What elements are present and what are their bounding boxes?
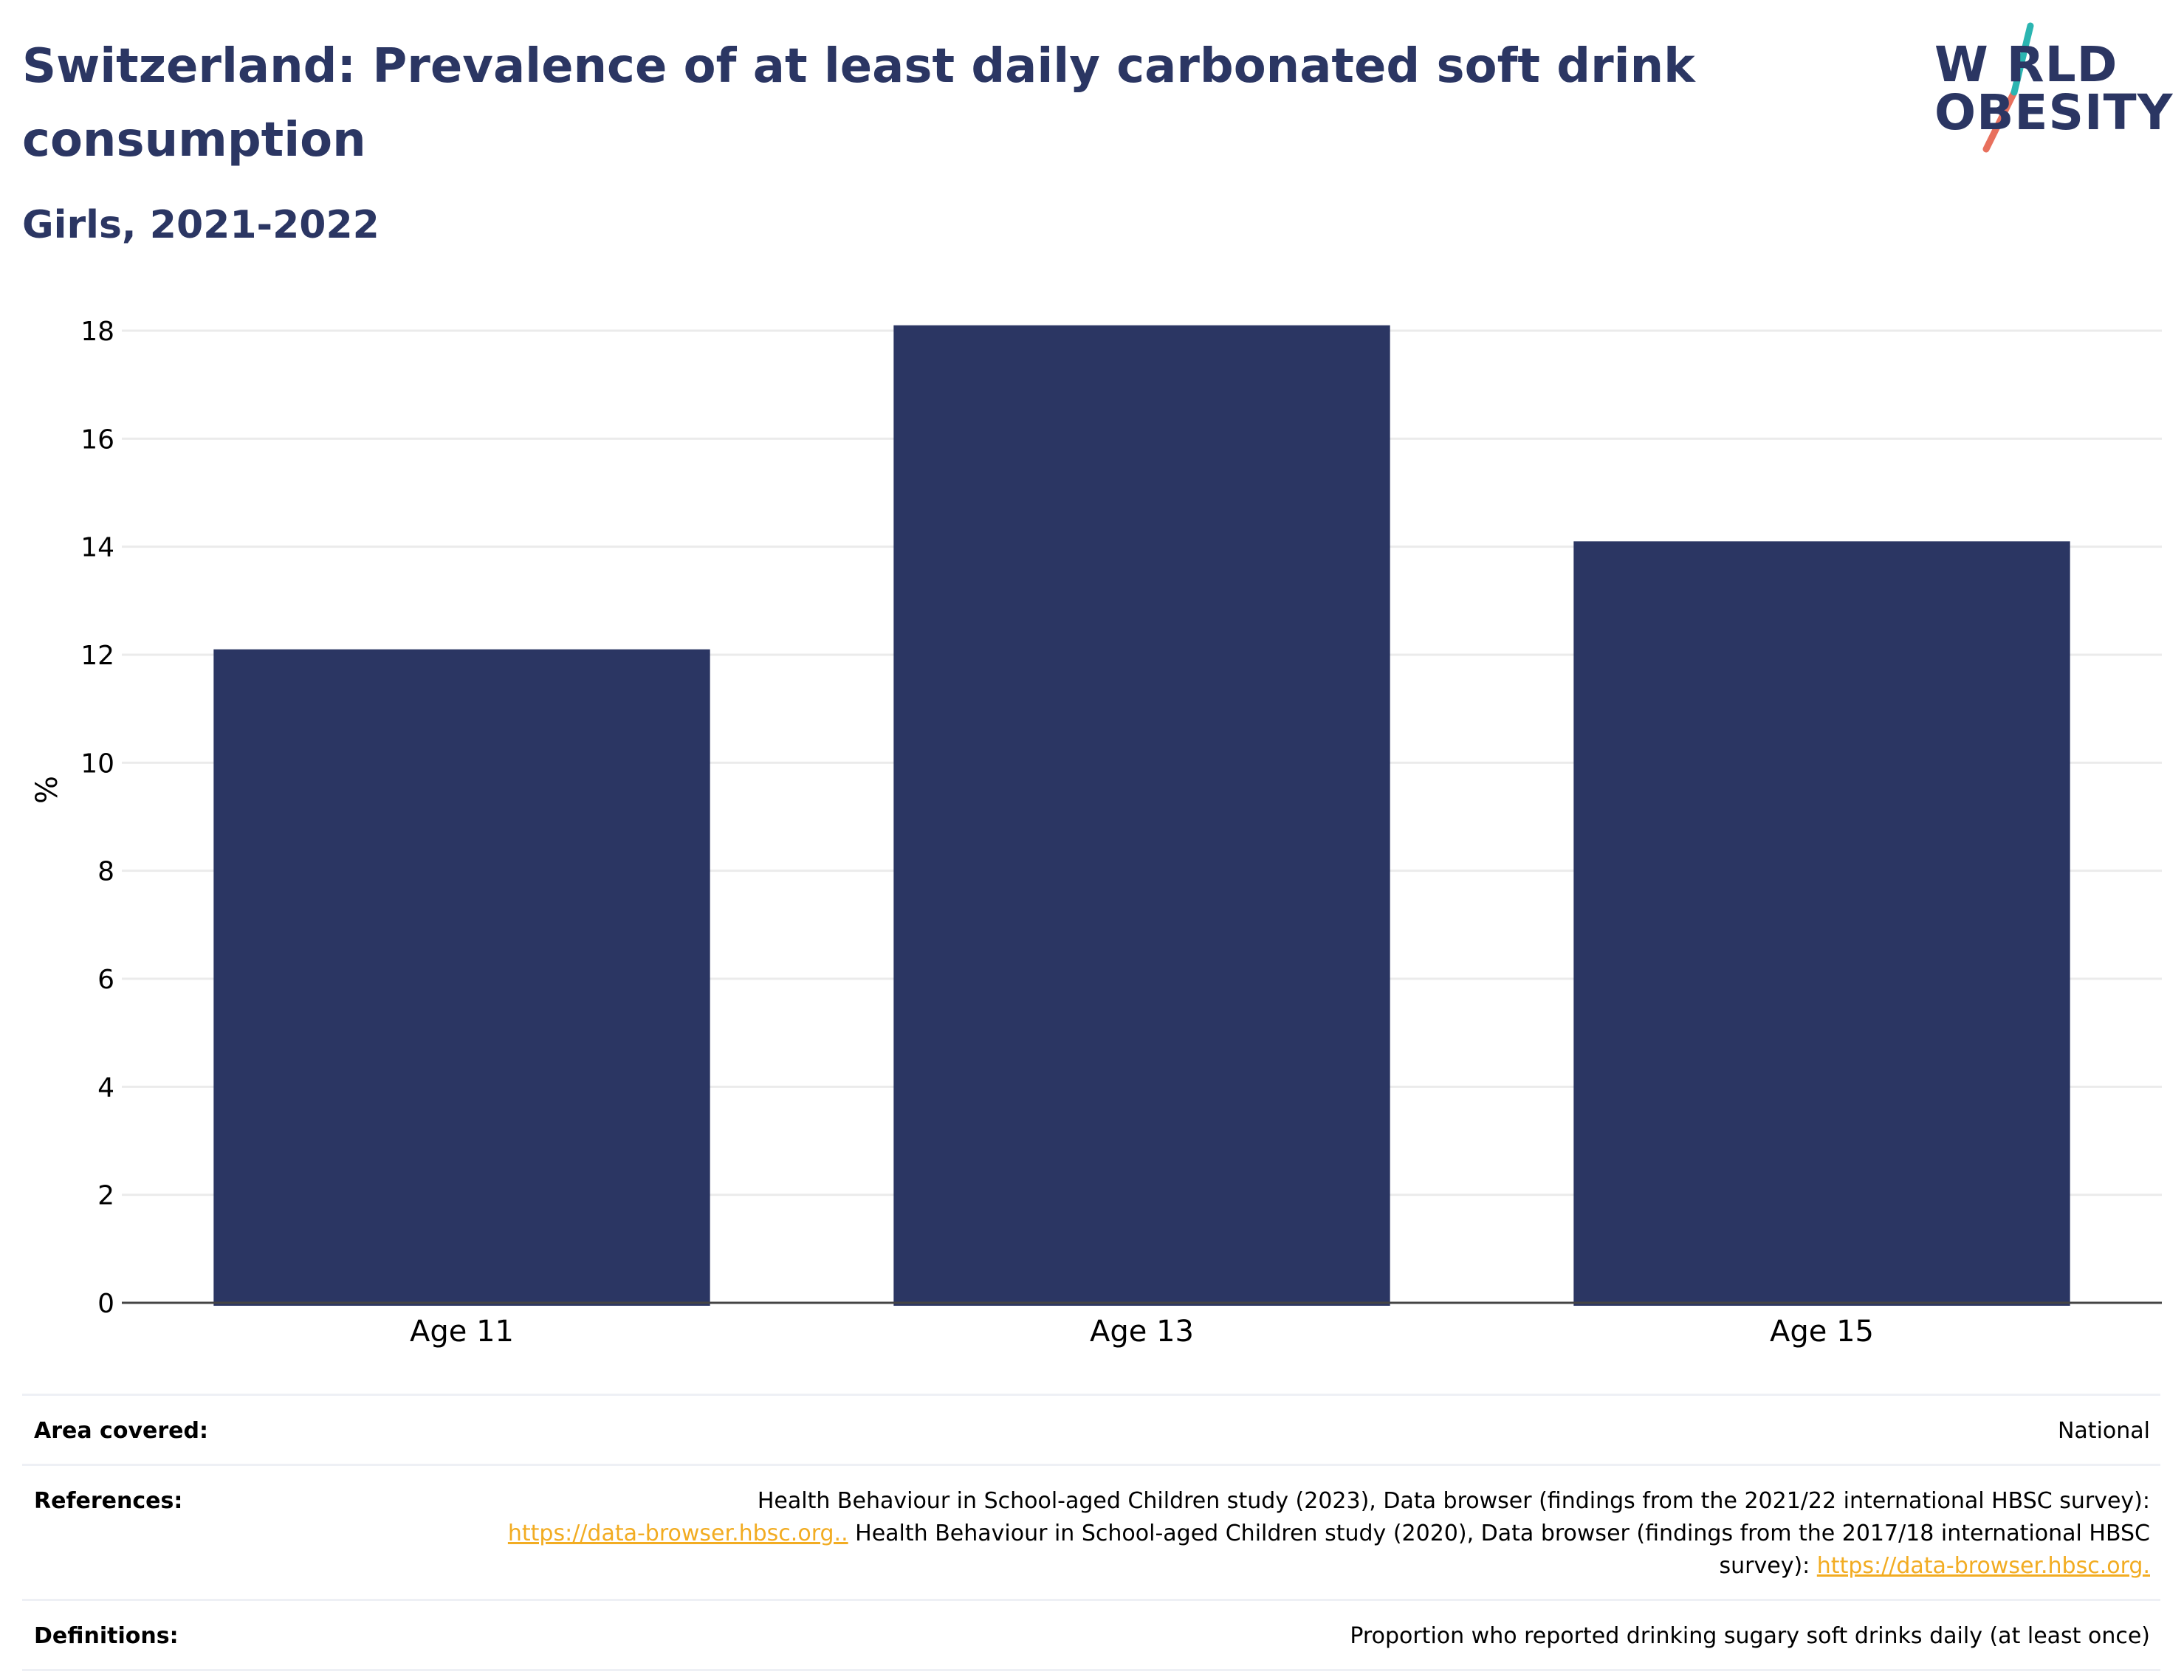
reference-link-1[interactable]: https://data-browser.hbsc.org.. <box>507 1521 848 1546</box>
reference-link-2[interactable]: https://data-browser.hbsc.org. <box>1816 1553 2150 1579</box>
world-obesity-logo: W RLD OBESITY <box>1927 22 2174 155</box>
x-category-label: Age 15 <box>1770 1315 1874 1349</box>
x-category-label: Age 11 <box>410 1315 514 1349</box>
x-category-labels: Age 11 Age 13 Age 15 <box>410 1315 1874 1349</box>
info-row-area: Area covered: National <box>22 1396 2160 1466</box>
area-label: Area covered: <box>34 1418 208 1444</box>
bar[interactable] <box>213 649 710 1306</box>
y-axis-title: % <box>30 776 64 804</box>
logo-slash-icon <box>1982 22 2034 153</box>
bar[interactable] <box>1573 541 2070 1306</box>
info-row-references: References: Health Behaviour in School-a… <box>22 1466 2160 1601</box>
definitions-label: Definitions: <box>34 1623 179 1649</box>
y-tick-label: 6 <box>97 965 114 995</box>
info-row-definitions: Definitions: Proportion who reported dri… <box>22 1601 2160 1671</box>
reference-text-1: Health Behaviour in School-aged Children… <box>757 1488 2150 1514</box>
reference-text-2: Health Behaviour in School-aged Children… <box>848 1521 2150 1579</box>
info-table: Area covered: National References: Healt… <box>22 1394 2160 1671</box>
area-value: National <box>2057 1418 2150 1444</box>
bar[interactable] <box>893 325 1390 1306</box>
references-label: References: <box>34 1488 183 1514</box>
y-tick-label: 0 <box>97 1289 114 1319</box>
y-tick-label: 8 <box>97 857 114 887</box>
chart-subtitle: Girls, 2021-2022 <box>22 203 380 247</box>
y-tick-label: 12 <box>80 641 114 671</box>
logo-word-obesity: OBESITY <box>1934 84 2174 141</box>
y-tick-label: 14 <box>80 533 114 563</box>
y-tick-labels: 0 2 4 6 8 10 12 14 16 18 <box>80 317 114 1319</box>
references-value: Health Behaviour in School-aged Children… <box>452 1485 2150 1583</box>
bar-chart: 0 2 4 6 8 10 12 14 16 18 Age 11 Age 13 Age 15 % <box>30 317 2162 1349</box>
logo-word-world: W RLD <box>1934 36 2118 93</box>
x-category-label: Age 13 <box>1090 1315 1194 1349</box>
y-tick-label: 4 <box>97 1073 114 1103</box>
y-tick-label: 16 <box>80 424 114 455</box>
definitions-value: Proportion who reported drinking sugary … <box>1350 1623 2150 1649</box>
y-tick-label: 10 <box>80 748 114 779</box>
y-tick-label: 2 <box>97 1181 114 1211</box>
chart-title: Switzerland: Prevalence of at least dail… <box>22 39 1695 168</box>
bars <box>122 325 2162 1306</box>
y-tick-label: 18 <box>80 317 114 347</box>
